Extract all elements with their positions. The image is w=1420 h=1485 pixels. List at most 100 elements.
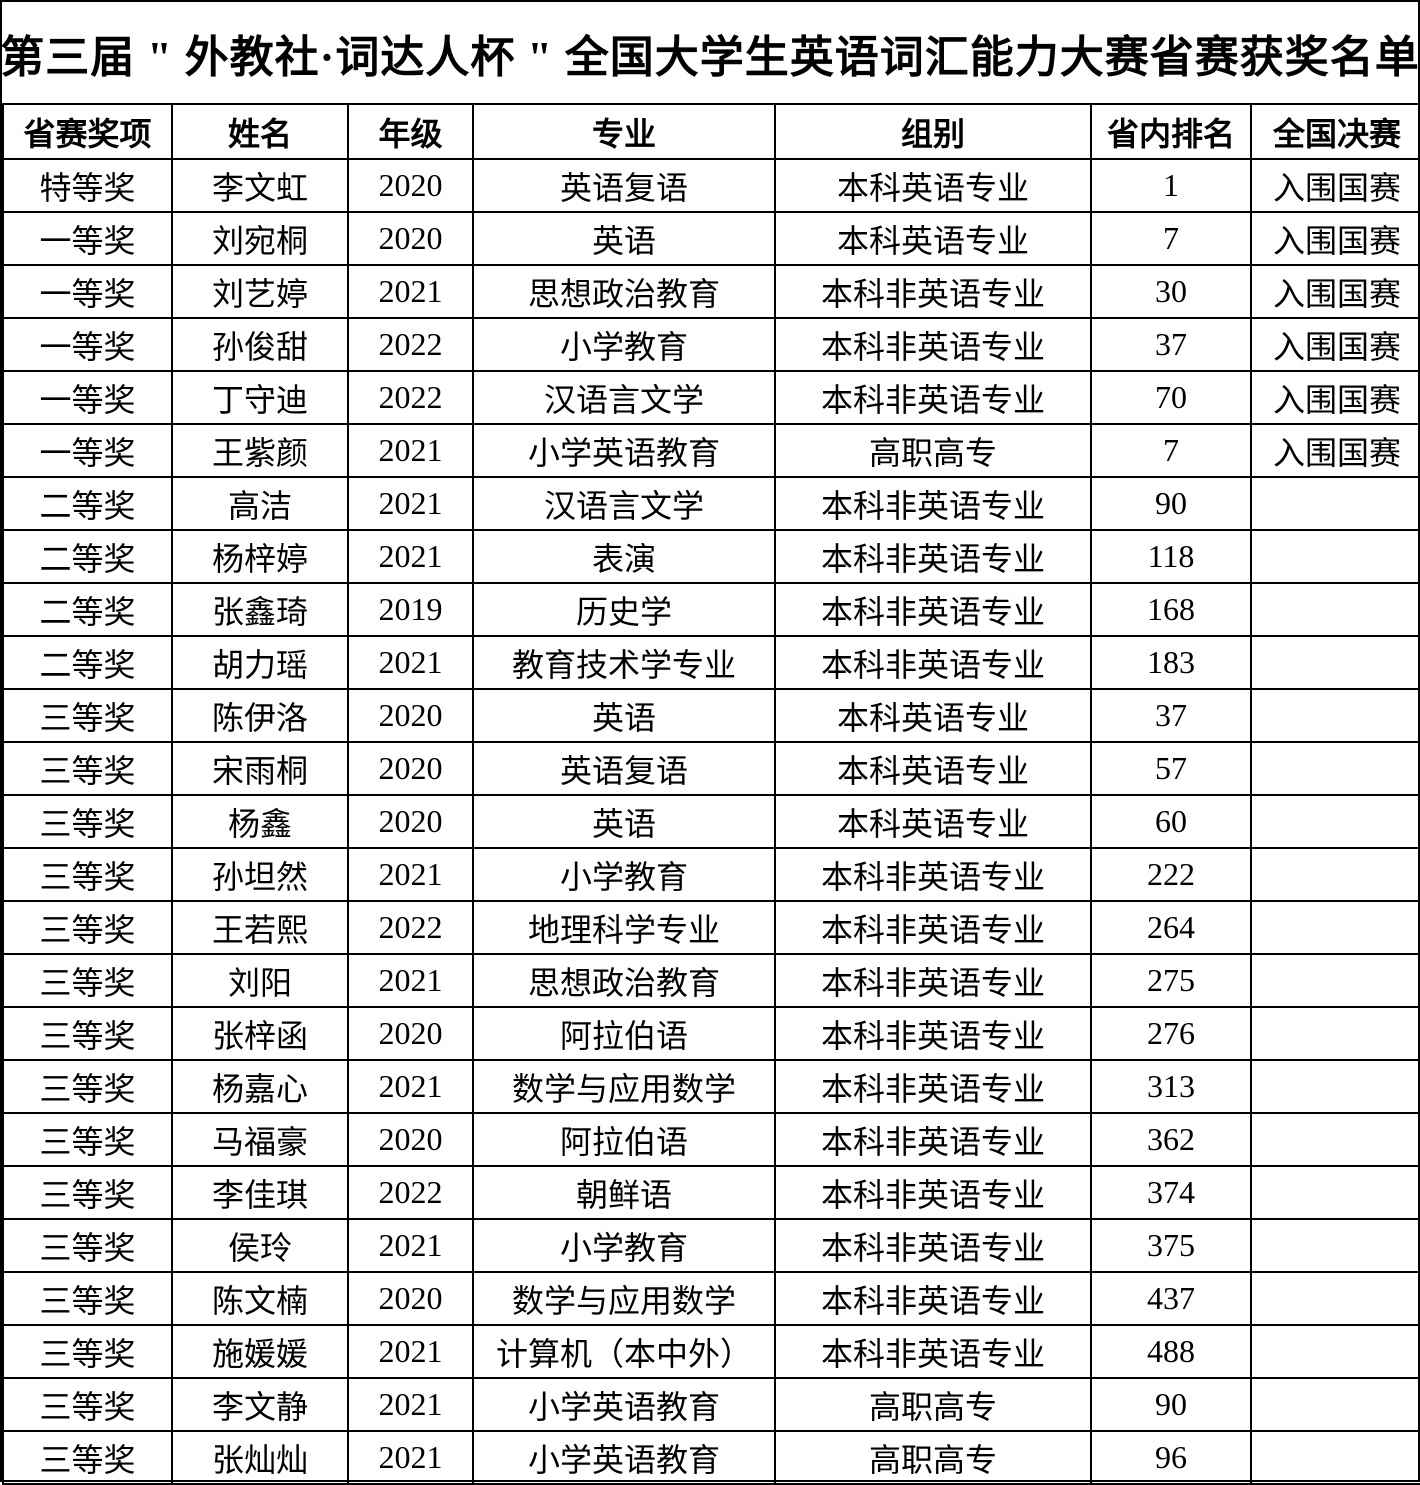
table-row: 三等奖 宋雨桐 2020 英语复语 本科英语专业 57 bbox=[2, 741, 1420, 796]
table-cell: 小学英语教育 bbox=[472, 1430, 776, 1485]
table-cell bbox=[1250, 1006, 1420, 1061]
table-cell: 一等奖 bbox=[2, 370, 173, 425]
table-cell bbox=[1250, 1165, 1420, 1220]
table-cell: 2022 bbox=[347, 1165, 474, 1220]
table-cell bbox=[1250, 847, 1420, 902]
table-cell: 2021 bbox=[347, 1059, 474, 1114]
table-cell: 本科非英语专业 bbox=[774, 1271, 1092, 1326]
table-cell: 历史学 bbox=[472, 582, 776, 637]
table-cell: 2022 bbox=[347, 370, 474, 425]
table-cell: 入围国赛 bbox=[1250, 423, 1420, 478]
table-cell bbox=[1250, 794, 1420, 849]
table-cell: 施媛媛 bbox=[171, 1324, 349, 1379]
table-cell: 375 bbox=[1090, 1218, 1252, 1273]
table-cell: 三等奖 bbox=[2, 847, 173, 902]
table-cell: 小学教育 bbox=[472, 847, 776, 902]
table-cell: 本科非英语专业 bbox=[774, 1059, 1092, 1114]
column-header: 组别 bbox=[774, 103, 1092, 160]
table-cell: 本科非英语专业 bbox=[774, 1218, 1092, 1273]
table-cell: 2021 bbox=[347, 264, 474, 319]
table-cell: 宋雨桐 bbox=[171, 741, 349, 796]
table-cell: 本科非英语专业 bbox=[774, 529, 1092, 584]
table-cell: 本科英语专业 bbox=[774, 741, 1092, 796]
table-row: 特等奖 李文虹 2020 英语复语 本科英语专业 1 入围国赛 bbox=[2, 158, 1420, 213]
table-cell: 三等奖 bbox=[2, 688, 173, 743]
table-cell: 30 bbox=[1090, 264, 1252, 319]
table-cell: 一等奖 bbox=[2, 264, 173, 319]
table-cell: 英语 bbox=[472, 794, 776, 849]
table-cell: 丁守迪 bbox=[171, 370, 349, 425]
table-cell: 李佳琪 bbox=[171, 1165, 349, 1220]
table-cell: 王紫颜 bbox=[171, 423, 349, 478]
table-cell: 2021 bbox=[347, 529, 474, 584]
table-cell: 三等奖 bbox=[2, 1430, 173, 1485]
table-cell: 马福豪 bbox=[171, 1112, 349, 1167]
table-cell bbox=[1250, 1324, 1420, 1379]
table-cell: 90 bbox=[1090, 476, 1252, 531]
table-row: 一等奖 王紫颜 2021 小学英语教育 高职高专 7 入围国赛 bbox=[2, 423, 1420, 478]
table-cell: 三等奖 bbox=[2, 794, 173, 849]
table-cell bbox=[1250, 1112, 1420, 1167]
table-cell: 本科非英语专业 bbox=[774, 1006, 1092, 1061]
table-cell: 2022 bbox=[347, 317, 474, 372]
table-row: 三等奖 侯玲 2021 小学教育 本科非英语专业 375 bbox=[2, 1218, 1420, 1273]
table-cell: 2020 bbox=[347, 211, 474, 266]
table-cell bbox=[1250, 529, 1420, 584]
table-header-row: 省赛奖项 姓名 年级 专业 组别 省内排名 全国决赛 bbox=[2, 103, 1420, 160]
table-cell: 本科非英语专业 bbox=[774, 953, 1092, 1008]
table-cell: 陈伊洛 bbox=[171, 688, 349, 743]
table-cell: 高职高专 bbox=[774, 1430, 1092, 1485]
table-cell: 刘艺婷 bbox=[171, 264, 349, 319]
table-cell: 222 bbox=[1090, 847, 1252, 902]
table-row: 一等奖 孙俊甜 2022 小学教育 本科非英语专业 37 入围国赛 bbox=[2, 317, 1420, 372]
table-cell bbox=[1250, 1218, 1420, 1273]
table-cell: 三等奖 bbox=[2, 900, 173, 955]
table-cell: 阿拉伯语 bbox=[472, 1006, 776, 1061]
table-cell: 三等奖 bbox=[2, 1006, 173, 1061]
table-cell: 276 bbox=[1090, 1006, 1252, 1061]
table-cell: 数学与应用数学 bbox=[472, 1059, 776, 1114]
table-cell: 高洁 bbox=[171, 476, 349, 531]
table-cell: 孙坦然 bbox=[171, 847, 349, 902]
table-cell: 三等奖 bbox=[2, 741, 173, 796]
table-cell: 7 bbox=[1090, 211, 1252, 266]
table-cell: 2021 bbox=[347, 1218, 474, 1273]
table-cell: 刘阳 bbox=[171, 953, 349, 1008]
table-cell bbox=[1250, 635, 1420, 690]
table-cell: 张鑫琦 bbox=[171, 582, 349, 637]
table-cell bbox=[1250, 900, 1420, 955]
column-header: 姓名 bbox=[171, 103, 349, 160]
table-cell: 高职高专 bbox=[774, 1377, 1092, 1432]
table-cell: 313 bbox=[1090, 1059, 1252, 1114]
table-cell: 杨梓婷 bbox=[171, 529, 349, 584]
table-cell: 小学英语教育 bbox=[472, 1377, 776, 1432]
table-cell: 二等奖 bbox=[2, 635, 173, 690]
table-cell bbox=[1250, 1430, 1420, 1485]
table-cell: 三等奖 bbox=[2, 1112, 173, 1167]
table-row: 三等奖 王若熙 2022 地理科学专业 本科非英语专业 264 bbox=[2, 900, 1420, 955]
table-cell: 小学英语教育 bbox=[472, 423, 776, 478]
table-row: 三等奖 马福豪 2020 阿拉伯语 本科非英语专业 362 bbox=[2, 1112, 1420, 1167]
table-cell: 张灿灿 bbox=[171, 1430, 349, 1485]
table-cell: 2021 bbox=[347, 423, 474, 478]
table-cell: 数学与应用数学 bbox=[472, 1271, 776, 1326]
table-row: 三等奖 陈文楠 2020 数学与应用数学 本科非英语专业 437 bbox=[2, 1271, 1420, 1326]
table-row: 三等奖 李佳琪 2022 朝鲜语 本科非英语专业 374 bbox=[2, 1165, 1420, 1220]
table-header: 省赛奖项 姓名 年级 专业 组别 省内排名 全国决赛 bbox=[2, 103, 1420, 160]
table-cell: 思想政治教育 bbox=[472, 953, 776, 1008]
table-cell: 本科非英语专业 bbox=[774, 1324, 1092, 1379]
table-row: 三等奖 杨嘉心 2021 数学与应用数学 本科非英语专业 313 bbox=[2, 1059, 1420, 1114]
table-row: 二等奖 杨梓婷 2021 表演 本科非英语专业 118 bbox=[2, 529, 1420, 584]
table-cell: 一等奖 bbox=[2, 317, 173, 372]
table-row: 一等奖 丁守迪 2022 汉语言文学 本科非英语专业 70 入围国赛 bbox=[2, 370, 1420, 425]
column-header: 专业 bbox=[472, 103, 776, 160]
table-cell bbox=[1250, 1059, 1420, 1114]
table-cell: 183 bbox=[1090, 635, 1252, 690]
table-cell: 入围国赛 bbox=[1250, 317, 1420, 372]
table-cell: 437 bbox=[1090, 1271, 1252, 1326]
table-cell: 1 bbox=[1090, 158, 1252, 213]
table-cell: 小学教育 bbox=[472, 1218, 776, 1273]
table-cell: 英语 bbox=[472, 211, 776, 266]
table-body: 特等奖 李文虹 2020 英语复语 本科英语专业 1 入围国赛 一等奖 刘宛桐 2020 英语 本科英… bbox=[2, 158, 1420, 1485]
